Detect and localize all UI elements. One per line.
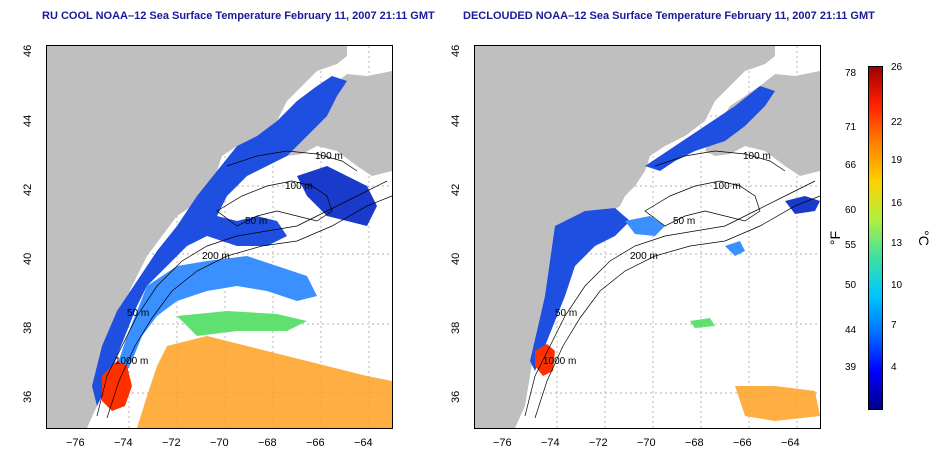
left-xtick-6: −64 xyxy=(354,437,373,449)
right-ytick-4: 38 xyxy=(450,321,462,334)
right-xtick-1: −74 xyxy=(541,437,560,449)
contour-label-1000: 1000 m xyxy=(543,356,576,367)
cb-f-5: 50 xyxy=(845,280,857,291)
contour-label-50b: 50 m xyxy=(127,308,149,319)
contour-label-50: 50 m xyxy=(245,216,267,227)
right-ytick-1: 44 xyxy=(450,114,462,127)
left-ytick-0: 46 xyxy=(22,44,34,57)
cb-f-0: 78 xyxy=(845,68,857,79)
contour-label-200: 200 m xyxy=(202,251,230,262)
cb-f-2: 66 xyxy=(845,160,857,171)
left-map-panel: 100 m 100 m 50 m 200 m 50 m 1000 m xyxy=(46,45,393,429)
left-xtick-2: −72 xyxy=(162,437,181,449)
left-ytick-5: 36 xyxy=(22,390,34,403)
contour-label-100b: 100 m xyxy=(713,181,741,192)
left-xtick-0: −76 xyxy=(66,437,85,449)
celsius-unit-label: °C xyxy=(915,230,932,246)
cb-c-2: 19 xyxy=(891,155,903,166)
cb-c-5: 10 xyxy=(891,280,903,291)
left-panel-title: RU COOL NOAA–12 Sea Surface Temperature … xyxy=(42,10,435,22)
right-map-panel: 100 m 100 m 50 m 200 m 50 m 1000 m xyxy=(474,45,821,429)
right-ytick-0: 46 xyxy=(450,44,462,57)
land-mass xyxy=(47,46,392,428)
left-sst-map: 100 m 100 m 50 m 200 m 50 m 1000 m xyxy=(47,46,392,428)
cb-f-1: 71 xyxy=(845,122,857,133)
right-xtick-0: −76 xyxy=(493,437,512,449)
left-xtick-3: −70 xyxy=(210,437,229,449)
land-mass xyxy=(475,46,820,428)
left-ytick-2: 42 xyxy=(22,183,34,196)
cb-f-4: 55 xyxy=(845,240,857,251)
left-ytick-4: 38 xyxy=(22,321,34,334)
fahrenheit-unit-label: °F xyxy=(827,230,844,246)
cb-c-1: 22 xyxy=(891,117,903,128)
right-xtick-4: −68 xyxy=(685,437,704,449)
left-xtick-4: −68 xyxy=(258,437,277,449)
contour-label-50: 50 m xyxy=(673,216,695,227)
cb-f-6: 44 xyxy=(845,325,857,336)
left-xtick-1: −74 xyxy=(114,437,133,449)
contour-label-100a: 100 m xyxy=(743,151,771,162)
contour-label-100b: 100 m xyxy=(285,181,313,192)
right-ytick-2: 42 xyxy=(450,183,462,196)
cold-water-region xyxy=(92,76,347,406)
right-xtick-2: −72 xyxy=(589,437,608,449)
right-xtick-5: −66 xyxy=(733,437,752,449)
contour-label-100a: 100 m xyxy=(315,151,343,162)
right-ytick-5: 36 xyxy=(450,390,462,403)
contour-label-50b: 50 m xyxy=(555,308,577,319)
right-ytick-3: 40 xyxy=(450,252,462,265)
warm-water-region xyxy=(535,344,555,376)
right-panel-title: DECLOUDED NOAA–12 Sea Surface Temperatur… xyxy=(463,10,875,22)
cb-f-7: 39 xyxy=(845,362,857,373)
contour-label-200: 200 m xyxy=(630,251,658,262)
contour-label-1000: 1000 m xyxy=(115,356,148,367)
cb-c-6: 7 xyxy=(891,320,897,331)
cb-c-0: 26 xyxy=(891,62,903,73)
cb-c-3: 16 xyxy=(891,198,903,209)
left-xtick-5: −66 xyxy=(306,437,325,449)
cb-c-4: 13 xyxy=(891,238,903,249)
left-ytick-1: 44 xyxy=(22,114,34,127)
cold-water-region xyxy=(645,86,775,171)
right-sst-map: 100 m 100 m 50 m 200 m 50 m 1000 m xyxy=(475,46,820,428)
left-ytick-3: 40 xyxy=(22,252,34,265)
cb-f-3: 60 xyxy=(845,205,857,216)
warm-water-region xyxy=(102,361,132,411)
right-xtick-6: −64 xyxy=(781,437,800,449)
right-xtick-3: −70 xyxy=(637,437,656,449)
temperature-colorbar xyxy=(868,66,883,410)
cb-c-7: 4 xyxy=(891,362,897,373)
